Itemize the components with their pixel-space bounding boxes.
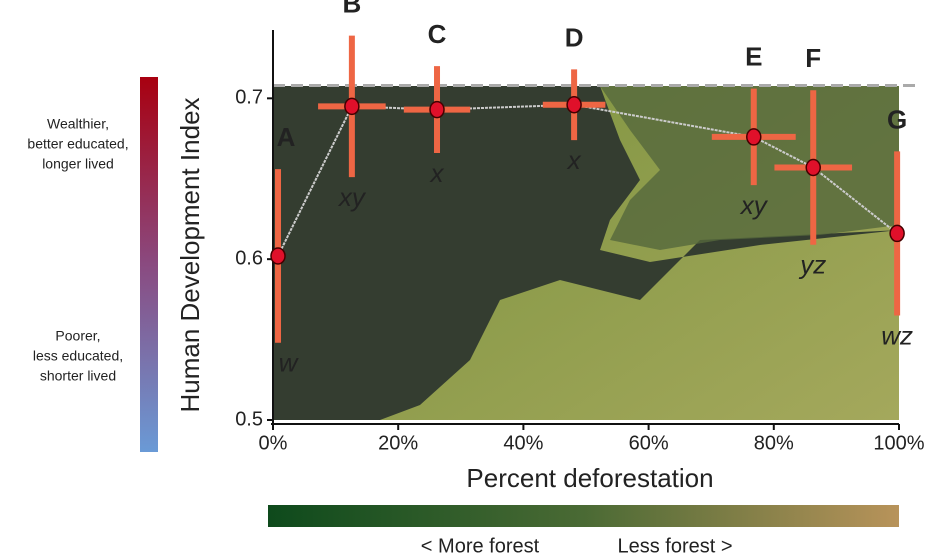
forest-bar xyxy=(268,505,899,527)
colorbar xyxy=(140,77,158,452)
background-photo xyxy=(273,86,899,420)
x-tick-label: 40% xyxy=(503,432,543,454)
x-tick-label: 60% xyxy=(629,432,669,454)
forest-label: < More forest xyxy=(421,535,540,557)
point xyxy=(889,224,905,243)
point xyxy=(344,97,360,116)
significance-label: xy xyxy=(337,182,367,212)
colorbar-label: shorter lived xyxy=(40,368,116,384)
significance-label: yz xyxy=(798,250,826,280)
point-label: C xyxy=(428,19,447,49)
x-tick-label: 80% xyxy=(754,432,794,454)
point-label: E xyxy=(745,42,762,72)
colorbar-label: better educated, xyxy=(27,136,128,152)
point xyxy=(429,100,445,119)
significance-label: x xyxy=(429,158,445,188)
point xyxy=(270,247,286,265)
point-label: F xyxy=(805,43,821,73)
significance-label: xy xyxy=(739,190,769,220)
significance-label: x xyxy=(566,145,582,175)
point-label: G xyxy=(887,104,907,134)
x-axis-label: Percent deforestation xyxy=(466,463,713,493)
colorbar-label: Wealthier, xyxy=(47,116,109,132)
x-tick-label: 0% xyxy=(259,432,288,454)
y-tick-label: 0.5 xyxy=(235,408,263,430)
point xyxy=(805,158,821,177)
significance-label: wz xyxy=(881,320,913,350)
colorbar-label: Poorer, xyxy=(55,328,100,344)
y-axis-label: Human Development Index xyxy=(175,97,205,412)
forest-label: Less forest > xyxy=(617,535,732,557)
point-label: A xyxy=(277,122,296,152)
point xyxy=(746,128,762,146)
colorbar-label: less educated, xyxy=(33,348,123,364)
x-tick-label: 20% xyxy=(378,432,418,454)
point xyxy=(566,96,582,114)
point-label: D xyxy=(565,22,584,52)
x-tick-label: 100% xyxy=(873,432,924,454)
significance-label: w xyxy=(279,348,300,378)
colorbar-label: longer lived xyxy=(42,156,114,172)
y-tick-label: 0.6 xyxy=(235,247,263,269)
y-tick-label: 0.7 xyxy=(235,87,263,109)
point-label: B xyxy=(342,0,361,18)
